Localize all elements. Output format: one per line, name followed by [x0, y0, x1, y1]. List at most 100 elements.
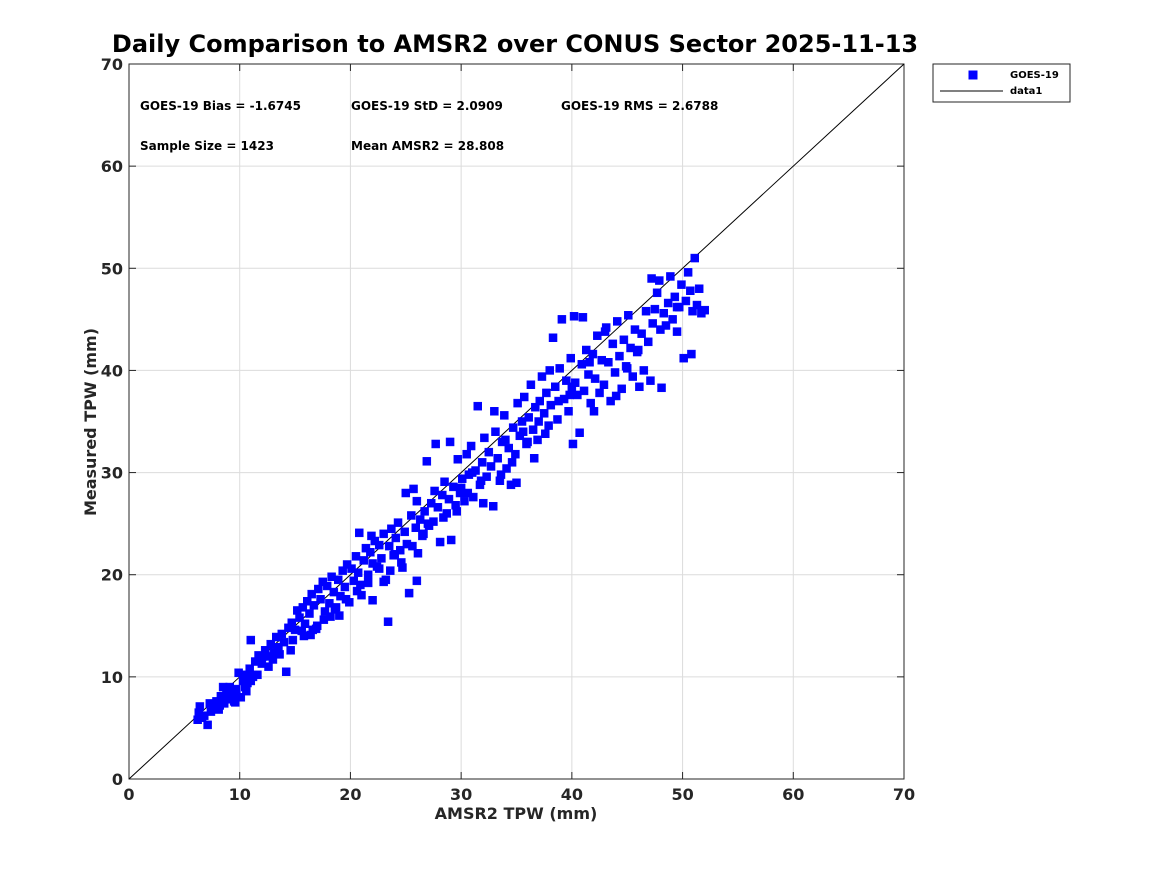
scatter-point	[694, 284, 704, 293]
scatter-point	[431, 439, 440, 449]
scatter-point	[655, 276, 664, 285]
scatter-point	[309, 601, 319, 610]
scatter-point	[600, 327, 610, 336]
scatter-point	[275, 650, 284, 659]
scatter-point	[604, 358, 613, 367]
scatter-point	[218, 682, 228, 692]
scatter-point	[688, 306, 697, 316]
scatter-point	[647, 274, 656, 283]
scatter-point	[340, 582, 350, 592]
scatter-point	[624, 311, 633, 320]
scatter-point	[445, 437, 455, 447]
scatter-point	[586, 398, 595, 408]
scatter-point	[295, 613, 304, 622]
scatter-point	[502, 464, 511, 473]
scatter-point	[411, 523, 420, 532]
scatter-point	[419, 529, 428, 539]
scatter-point	[319, 615, 329, 624]
scatter-point	[413, 549, 423, 558]
scatter-point	[546, 400, 556, 410]
scatter-point	[588, 349, 598, 359]
scatter-point	[430, 486, 439, 496]
scatter-point	[279, 637, 289, 647]
scatter-point	[383, 617, 393, 626]
scatter-point	[391, 533, 401, 543]
x-tick-label: 0	[123, 785, 134, 804]
scatter-point	[650, 304, 660, 314]
scatter-point	[511, 449, 520, 459]
scatter-point	[493, 454, 502, 463]
scatter-point	[565, 390, 574, 400]
scatter-point	[639, 366, 649, 375]
scatter-point	[412, 576, 422, 586]
scatter-point	[379, 529, 388, 539]
scatter-point	[524, 413, 533, 422]
scatter-point	[281, 667, 291, 676]
y-tick-label: 40	[101, 361, 123, 380]
scatter-point	[489, 502, 498, 511]
scatter-point	[452, 507, 461, 516]
y-tick-label: 60	[101, 157, 123, 176]
scatter-point	[672, 327, 682, 336]
scatter-point	[545, 366, 554, 375]
scatter-point	[628, 372, 637, 381]
scatter-point	[690, 253, 699, 263]
scatter-point	[440, 477, 449, 487]
scatter-point	[433, 503, 443, 512]
scatter-point	[613, 317, 622, 326]
scatter-point	[564, 407, 573, 416]
scatter-point	[466, 441, 476, 451]
scatter-point	[439, 513, 448, 522]
scatter-point	[589, 407, 599, 416]
scatter-point	[593, 331, 602, 340]
scatter-point	[393, 518, 403, 527]
scatter-point	[555, 364, 564, 373]
scatter-point	[456, 483, 466, 493]
scatter-point	[513, 398, 522, 408]
scatter-point	[467, 468, 477, 477]
scatter-point	[585, 358, 594, 367]
scatter-point	[579, 386, 589, 396]
scatter-point	[258, 652, 268, 661]
stat-sample-size: Sample Size = 1423	[140, 139, 274, 153]
scatter-point	[531, 402, 540, 412]
scatter-point	[460, 496, 469, 506]
scatter-point	[507, 458, 517, 467]
scatter-point	[453, 455, 463, 464]
scatter-point	[590, 374, 600, 383]
scatter-point	[242, 686, 251, 696]
scatter-points	[193, 253, 709, 730]
x-tick-label: 50	[671, 785, 693, 804]
scatter-point	[253, 670, 262, 680]
x-tick-label: 60	[782, 785, 804, 804]
scatter-point	[415, 515, 425, 524]
scatter-point	[501, 435, 510, 445]
legend-label-data1: data1	[1010, 86, 1042, 97]
legend-box	[932, 63, 1071, 103]
scatter-point	[672, 302, 682, 312]
scatter-point	[687, 349, 696, 359]
scatter-point	[622, 364, 632, 373]
scatter-point	[652, 288, 662, 298]
scatter-point	[476, 476, 486, 485]
scatter-point	[245, 664, 254, 673]
scatter-point	[409, 484, 418, 494]
scatter-point	[683, 268, 693, 277]
scatter-point	[386, 566, 395, 575]
scatter-point	[575, 428, 584, 437]
scatter-point	[644, 337, 653, 347]
scatter-point	[539, 409, 549, 418]
y-tick-label: 20	[101, 566, 123, 585]
scatter-point	[692, 300, 702, 310]
scatter-point	[446, 535, 456, 545]
scatter-point	[397, 558, 406, 567]
scatter-point	[232, 684, 241, 694]
scatter-point	[266, 639, 275, 649]
scatter-point	[422, 457, 432, 466]
scatter-point	[491, 427, 500, 436]
scatter-point	[335, 611, 344, 620]
scatter-point	[534, 417, 543, 426]
scatter-point	[648, 319, 657, 328]
x-tick-label: 70	[893, 785, 915, 804]
